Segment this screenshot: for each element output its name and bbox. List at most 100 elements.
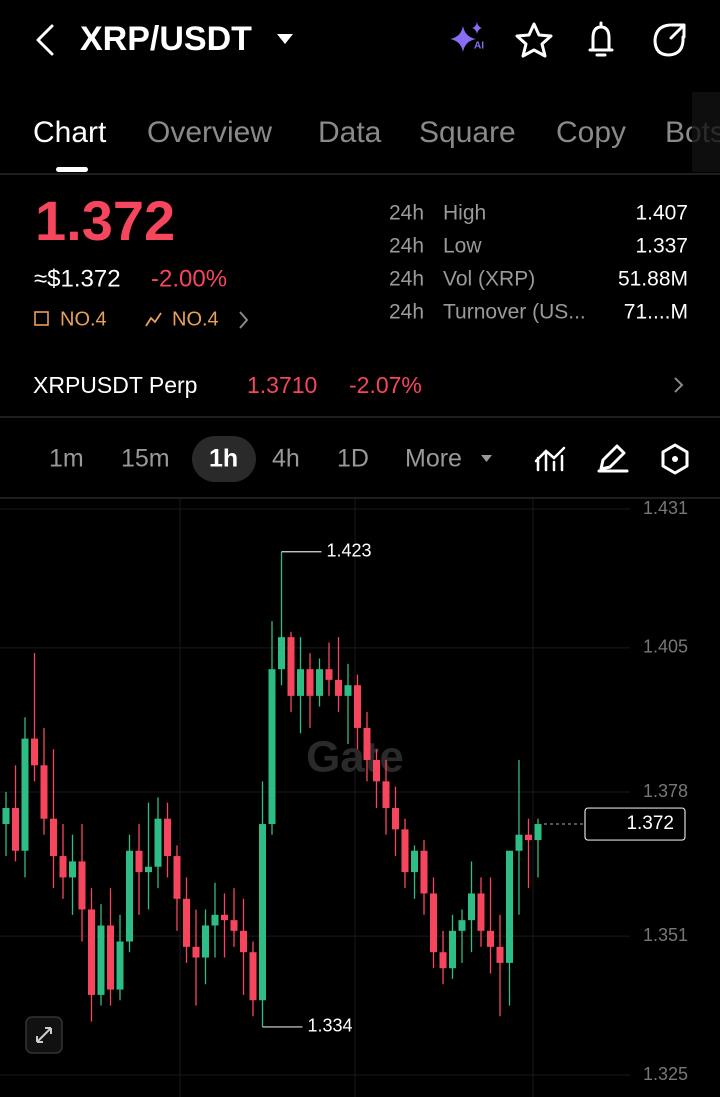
- rank-badge[interactable]: NO.4: [60, 308, 107, 330]
- stat-label: Low: [443, 235, 482, 258]
- candle-body: [164, 818, 171, 857]
- ai-button[interactable]: AI: [450, 22, 484, 52]
- alert-button[interactable]: [588, 21, 614, 57]
- candle-body: [192, 946, 200, 958]
- candle-body: [392, 808, 399, 830]
- stat-label: Turnover (US...: [443, 301, 586, 324]
- tab-fade: [692, 92, 720, 172]
- favorite-button[interactable]: [515, 22, 553, 58]
- tab[interactable]: Overview: [147, 116, 272, 149]
- candle-body: [40, 765, 48, 819]
- rank-arrow[interactable]: [239, 311, 249, 329]
- candle-body: [411, 850, 418, 873]
- share-button[interactable]: [653, 23, 686, 57]
- more-dropdown[interactable]: [481, 455, 492, 462]
- candle-body: [534, 824, 542, 841]
- candle-body: [496, 946, 504, 963]
- tab[interactable]: Data: [318, 116, 382, 149]
- perp-name[interactable]: XRPUSDT Perp: [33, 372, 197, 398]
- last-price-label: 1.372: [626, 813, 674, 834]
- interval[interactable]: 1h: [209, 445, 238, 473]
- candle-body: [107, 925, 114, 990]
- rank-badge[interactable]: NO.4: [172, 308, 219, 330]
- interval[interactable]: 15m: [121, 445, 170, 473]
- candle-body: [154, 818, 162, 867]
- candle-body: [430, 893, 437, 953]
- interval[interactable]: 1m: [49, 445, 84, 473]
- back-button[interactable]: [36, 24, 54, 56]
- candle-body: [487, 930, 494, 947]
- candle-body: [335, 679, 342, 696]
- tab-indicator: [56, 167, 88, 172]
- stat-period: 24h: [389, 301, 424, 324]
- perp-arrow[interactable]: [674, 377, 684, 393]
- candle-body: [12, 808, 19, 851]
- low-marker-label: 1.334: [308, 1016, 353, 1036]
- watermark: Gate: [306, 733, 404, 782]
- candle-body: [344, 685, 352, 696]
- candle-body: [135, 850, 143, 873]
- perp-price: 1.3710: [247, 372, 317, 398]
- expand-button[interactable]: [25, 1016, 63, 1054]
- candle-body: [525, 834, 532, 841]
- candle-body: [363, 727, 371, 760]
- candle-body: [59, 856, 67, 878]
- perp-change: -2.07%: [349, 372, 422, 398]
- candle-body: [249, 952, 257, 1001]
- candle-body: [145, 866, 152, 873]
- candle-body: [202, 925, 209, 958]
- tab[interactable]: Square: [419, 116, 516, 149]
- candle-body: [211, 914, 219, 926]
- candle-body: [221, 914, 228, 921]
- stat-label: High: [443, 202, 486, 225]
- candle-body: [306, 669, 314, 696]
- tab[interactable]: Chart: [33, 116, 107, 149]
- candle-body: [477, 893, 485, 931]
- interval-selected: [192, 436, 256, 482]
- candle-body: [468, 893, 475, 921]
- candle-body: [297, 669, 304, 696]
- high-marker-label: 1.423: [327, 540, 372, 560]
- candle-body: [354, 685, 361, 728]
- candle-body: [116, 941, 124, 990]
- tab[interactable]: Copy: [556, 116, 626, 149]
- stat-value: 1.407: [635, 202, 688, 225]
- candle-body: [97, 925, 105, 995]
- candle-body: [126, 850, 133, 942]
- indicator-button[interactable]: [534, 446, 566, 472]
- stat-value: 71....M: [624, 301, 688, 324]
- interval[interactable]: More: [405, 445, 462, 473]
- pair-dropdown[interactable]: [277, 34, 293, 44]
- candle-body: [31, 738, 38, 766]
- interval[interactable]: 1D: [337, 445, 369, 473]
- candle-body: [78, 861, 86, 910]
- usd-price: ≈$1.372: [34, 265, 121, 292]
- svg-text:AI: AI: [474, 41, 484, 52]
- candle-body: [458, 920, 466, 931]
- candle-body: [287, 637, 295, 696]
- draw-button[interactable]: [597, 444, 629, 473]
- candle-body: [69, 861, 76, 878]
- candle-body: [268, 669, 276, 825]
- price-change: -2.00%: [151, 265, 227, 292]
- candle-body: [515, 834, 523, 851]
- interval[interactable]: 4h: [272, 445, 300, 473]
- last-price: 1.372: [35, 189, 175, 252]
- candle-body: [240, 930, 247, 953]
- candle-body: [382, 781, 390, 809]
- rank-icon: [34, 311, 49, 326]
- candle-body: [183, 898, 190, 947]
- pair-title[interactable]: XRP/USDT: [80, 20, 252, 58]
- candle-body: [50, 818, 57, 857]
- settings-button[interactable]: [661, 443, 689, 475]
- candle-body: [439, 952, 447, 969]
- last-price-box: [584, 807, 686, 841]
- candle-body: [278, 637, 285, 670]
- candle-body: [316, 669, 323, 696]
- y-tick-label: 1.378: [643, 781, 688, 801]
- candle-body: [420, 850, 428, 894]
- candle-body: [506, 850, 513, 963]
